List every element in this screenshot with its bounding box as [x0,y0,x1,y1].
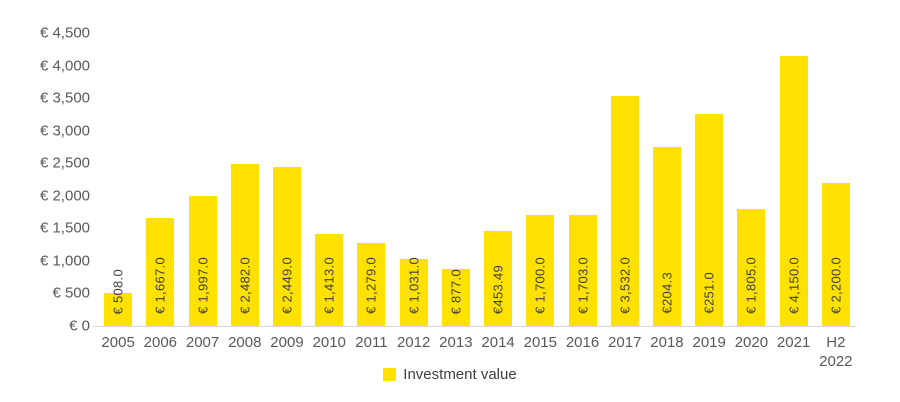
x-axis-tick-label: 2014 [481,334,515,351]
bar-column: € 2,482.0 2008 [224,33,266,351]
bar [737,208,766,326]
bar-column: € 1,031.0 2012 [393,33,435,351]
bar-column: € 1,997.0 2007 [181,33,223,351]
bar-column: €204.3 2018 [646,33,688,351]
x-axis-tick-label: 2013 [439,334,473,351]
y-axis: € 0 € 500 € 1,000 € 1,500 € 2,000 € 2,500 € 3,… [0,25,90,335]
bar-value-label: € 1,703.0 [575,257,591,314]
bar-value-label: €251.0 [701,272,717,314]
bar [610,96,639,326]
bar [315,234,344,326]
bar [357,242,386,326]
x-axis-tick-label: 2008 [228,334,262,351]
bar-column: € 1,700.0 2015 [519,33,561,351]
bar-value-label: € 1,667.0 [152,257,168,314]
x-axis-tick-label: 2015 [523,334,557,351]
x-axis-tick-label: 2009 [270,334,304,351]
bar-value-label: € 1,700.0 [532,257,548,314]
x-axis-tick-label: 2010 [312,334,346,351]
bar-column: € 1,279.0 2011 [350,33,392,351]
y-axis-tick-label: € 1,000 [39,252,90,270]
bar-column: € 1,805.0 2020 [730,33,772,351]
bar [399,258,428,326]
bar-value-label: € 1,031.0 [406,257,422,314]
bar-value-label: € 2,482.0 [237,257,253,314]
bar-value-label: € 1,413.0 [321,257,337,314]
bar [821,182,850,326]
bar-column: €453.49 2014 [477,33,519,351]
bar [230,164,259,326]
bar-value-label: €453.49 [490,264,506,314]
bar-value-label: € 877.0 [448,268,464,314]
bar-column: €251.0 2019 [688,33,730,351]
y-axis-tick-label: € 2,500 [39,154,90,172]
x-axis-tick-label: 2019 [692,334,726,351]
bar-column: € 1,413.0 2010 [308,33,350,351]
bar [568,215,597,326]
bar-value-label: € 3,532.0 [617,257,633,314]
x-axis-tick-label: 2018 [650,334,684,351]
y-axis-tick-label: € 3,500 [39,89,90,107]
legend-label: Investment value [403,366,517,383]
legend: Investment value [0,366,900,383]
x-axis-tick-label: 2021 [776,334,811,351]
x-axis-tick-label: 2011 [355,334,388,351]
y-axis-tick-label: € 1,500 [39,219,90,237]
bar-column: € 1,667.0 2006 [139,33,181,351]
bar [188,196,217,326]
x-axis-tick-label: 2017 [608,334,642,351]
bar [526,215,555,326]
bar-column: € 508.0 2005 [97,33,139,351]
bar-value-label: € 1,997.0 [195,257,211,314]
x-axis-tick-label: 2005 [101,334,135,351]
bar-value-label: € 2,200.0 [828,257,844,314]
x-axis-tick-label: 2007 [185,334,220,351]
bar-value-label: € 508.0 [110,268,126,314]
legend-swatch-icon [383,368,397,381]
x-axis-tick-label: H2 2022 [819,334,853,370]
bar [104,292,133,326]
bar-value-label: € 1,805.0 [743,257,759,314]
y-axis-tick-label: € 2,000 [39,187,90,205]
bar [652,146,681,326]
bar-column: € 4,150.0 2021 [773,33,815,351]
bar [484,231,513,326]
bar-column: € 3,532.0 2017 [604,33,646,351]
bar [779,55,808,326]
bar-value-label: €204.3 [659,272,675,314]
bar [695,114,724,326]
y-axis-tick-label: € 3,000 [39,122,90,140]
plot-columns: € 508.0 2005 € 1,667.0 2006 € 1,997.0 2007 € 2… [97,33,857,370]
y-axis-tick-label: € 4,000 [39,57,90,75]
x-axis-tick-label: 2012 [396,334,431,351]
x-axis-line [93,326,857,327]
y-axis-tick-label: € 0 [69,317,90,335]
bar-column: € 2,200.0 H2 2022 [815,33,857,370]
x-axis-tick-label: 2016 [565,334,600,351]
bar-column: € 2,449.0 2009 [266,33,308,351]
bar-value-label: € 2,449.0 [279,257,295,314]
bar [146,217,175,326]
x-axis-tick-label: 2006 [143,334,178,351]
bar-column: € 1,703.0 2016 [561,33,603,351]
y-axis-tick-label: € 4,500 [39,24,90,42]
bar-value-label: € 1,279.0 [363,257,379,314]
bar-column: € 877.0 2013 [435,33,477,351]
bar-value-label: € 4,150.0 [786,257,802,314]
y-axis-tick-label: € 500 [52,284,90,302]
plot-area: € 508.0 2005 € 1,667.0 2006 € 1,997.0 2007 € 2… [93,33,857,370]
bar [441,268,470,326]
x-axis-tick-label: 2020 [734,334,769,351]
bar [272,166,301,326]
